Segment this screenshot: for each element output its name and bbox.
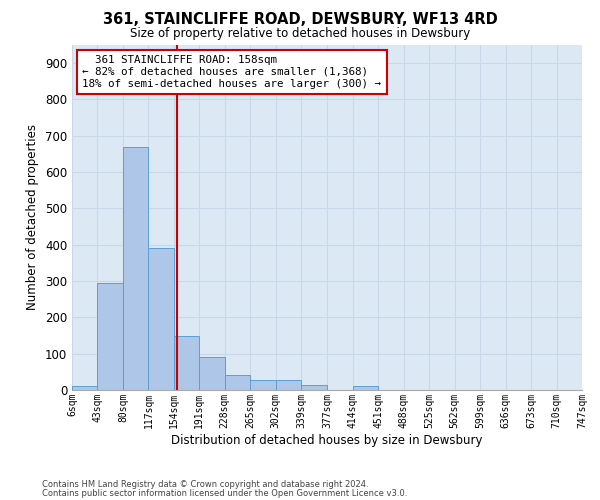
Bar: [148, 248, 174, 390]
Bar: [72, 386, 97, 390]
Text: Contains public sector information licensed under the Open Government Licence v3: Contains public sector information licen…: [42, 488, 407, 498]
Bar: [199, 358, 225, 390]
Bar: [301, 384, 328, 390]
Bar: [97, 283, 123, 390]
Text: 361, STAINCLIFFE ROAD, DEWSBURY, WF13 4RD: 361, STAINCLIFFE ROAD, DEWSBURY, WF13 4R…: [103, 12, 497, 28]
Text: Size of property relative to detached houses in Dewsbury: Size of property relative to detached ho…: [130, 28, 470, 40]
Y-axis label: Number of detached properties: Number of detached properties: [26, 124, 40, 310]
Bar: [250, 380, 276, 390]
Text: Contains HM Land Registry data © Crown copyright and database right 2024.: Contains HM Land Registry data © Crown c…: [42, 480, 368, 489]
Bar: [353, 386, 378, 390]
X-axis label: Distribution of detached houses by size in Dewsbury: Distribution of detached houses by size …: [171, 434, 483, 446]
Bar: [174, 336, 199, 390]
Bar: [225, 376, 250, 390]
Bar: [276, 380, 301, 390]
Bar: [123, 146, 148, 390]
Text: 361 STAINCLIFFE ROAD: 158sqm
← 82% of detached houses are smaller (1,368)
18% of: 361 STAINCLIFFE ROAD: 158sqm ← 82% of de…: [82, 56, 381, 88]
